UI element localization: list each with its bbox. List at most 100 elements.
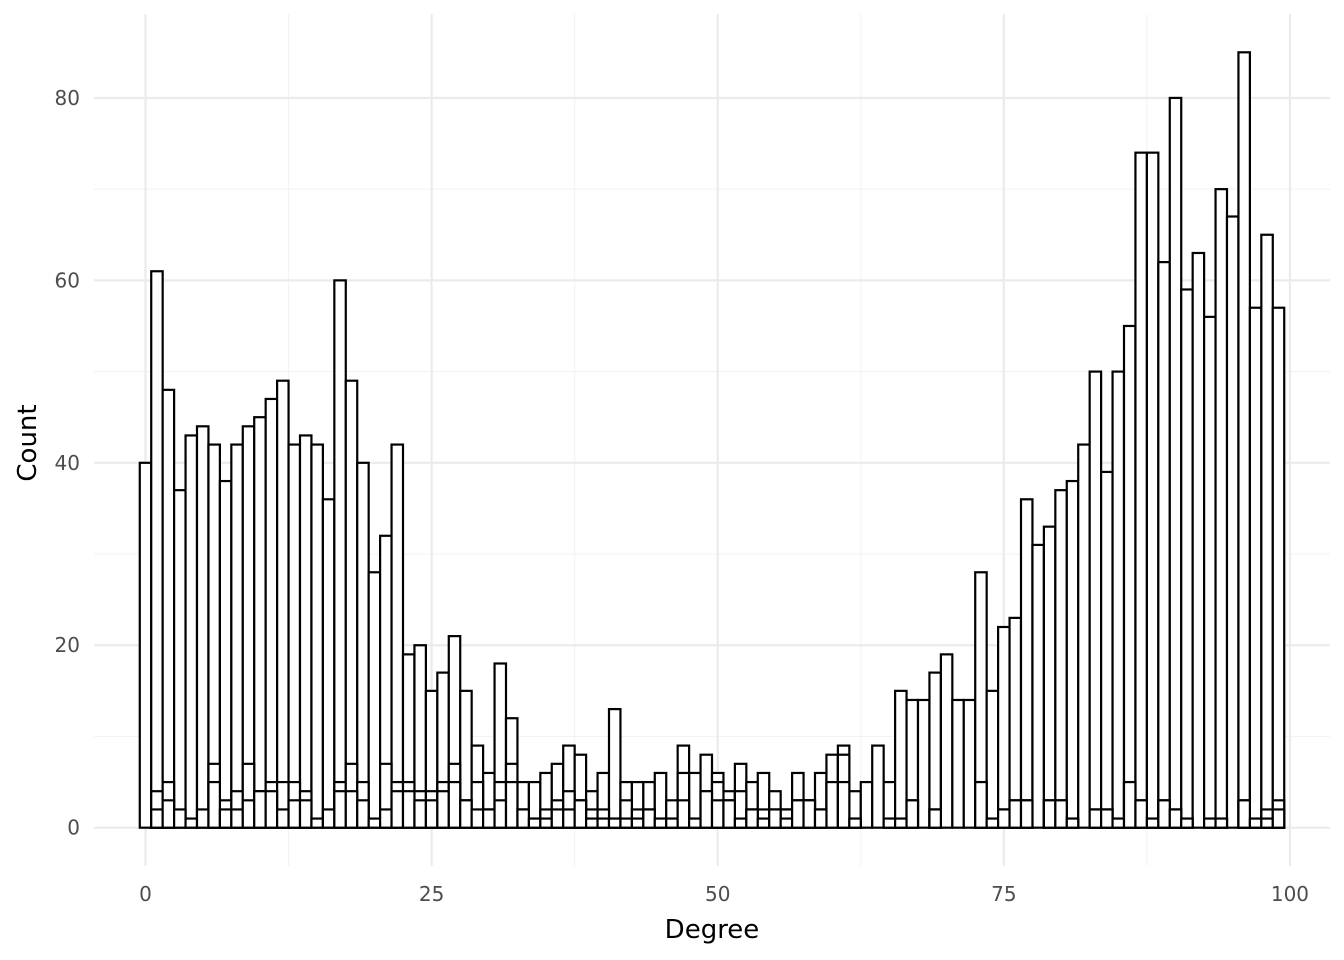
histogram-bar	[367, 817, 382, 829]
histogram-bar	[401, 790, 416, 829]
histogram-bar	[241, 799, 256, 829]
histogram-bar	[333, 790, 347, 829]
histogram-bar	[1168, 808, 1183, 829]
histogram-bar	[1054, 799, 1068, 829]
histogram-bar	[173, 489, 187, 829]
histogram-bar	[1180, 817, 1194, 829]
histogram-bar	[779, 817, 794, 829]
histogram-bar	[802, 799, 817, 829]
histogram-bar	[619, 817, 633, 829]
histogram-bar	[504, 780, 519, 829]
histogram-bar	[1214, 188, 1229, 829]
histogram-bar	[1088, 370, 1103, 829]
histogram-bar	[573, 799, 588, 829]
histogram-bar	[916, 698, 931, 829]
histogram-bar	[882, 817, 897, 829]
histogram-bar	[1042, 799, 1057, 829]
histogram-bar	[607, 817, 622, 829]
histogram-bar	[138, 461, 153, 829]
histogram-bar	[1248, 817, 1263, 829]
histogram-bar	[1237, 51, 1251, 829]
histogram-bar	[218, 479, 233, 829]
y-axis-tick-labels: 0 20 40 60 80	[55, 86, 80, 840]
histogram-bar	[310, 817, 324, 829]
histogram-bar	[195, 808, 210, 829]
histogram-bar	[161, 799, 176, 829]
histogram-bar	[356, 461, 370, 829]
histogram-bar	[985, 689, 1000, 829]
histogram-bar	[745, 808, 759, 829]
histogram-bar	[298, 799, 313, 829]
histogram-bar	[997, 808, 1011, 829]
histogram-bar	[264, 397, 279, 829]
histogram-bar	[710, 799, 725, 829]
histogram-bar	[1260, 233, 1274, 829]
histogram-bar	[1145, 151, 1160, 829]
histogram-bar	[253, 416, 267, 829]
histogram-bar	[1203, 817, 1217, 829]
histogram-bar	[1214, 817, 1229, 829]
y-axis-title: Count	[13, 404, 43, 481]
histogram-bar	[905, 799, 920, 829]
histogram-bar	[287, 799, 302, 829]
histogram-bar	[1042, 525, 1057, 829]
histogram-bar	[150, 270, 164, 829]
histogram-bar	[962, 698, 977, 829]
histogram-bar	[585, 817, 599, 829]
histogram-bar	[1237, 799, 1251, 829]
histogram-bar	[1019, 799, 1034, 829]
histogram-bar	[859, 780, 874, 829]
histogram-bar	[253, 790, 267, 829]
histogram-bar	[1271, 306, 1286, 829]
histogram-bar	[356, 799, 370, 829]
histogram-bar	[1157, 799, 1171, 829]
histogram-bar	[550, 808, 565, 829]
histogram-bar	[699, 790, 714, 829]
histogram-bar	[539, 817, 553, 829]
y-tick-label: 0	[67, 816, 80, 840]
histogram-bar	[607, 708, 622, 829]
histogram-bar	[1134, 799, 1148, 829]
x-axis-title: Degree	[665, 915, 760, 945]
histogram-bar	[836, 780, 851, 829]
histogram-bar	[1031, 543, 1045, 829]
histogram-bar	[1019, 498, 1034, 829]
histogram-bar	[379, 808, 393, 829]
histogram-bar	[871, 744, 885, 829]
histogram-bar	[276, 379, 290, 829]
histogram-bar	[791, 799, 805, 829]
y-tick-label: 40	[55, 451, 80, 475]
histogram-bar	[276, 808, 290, 829]
histogram-bar	[974, 780, 988, 829]
histogram-bar	[894, 689, 908, 829]
histogram-bar	[1065, 479, 1080, 829]
histogram-bar	[184, 434, 199, 829]
histogram-bar	[424, 799, 439, 829]
x-tick-label: 100	[1271, 882, 1309, 906]
histogram-bar	[562, 808, 576, 829]
histogram-bar	[184, 817, 199, 829]
histogram-bar	[493, 799, 508, 829]
y-tick-label: 80	[55, 86, 80, 110]
histogram-bar	[1077, 443, 1091, 829]
histogram-bar	[1008, 616, 1023, 829]
histogram-bar	[939, 653, 954, 829]
histogram-bar	[390, 790, 405, 829]
histogram-bar	[1225, 215, 1240, 829]
histogram-bar	[482, 808, 496, 829]
histogram-bar	[1168, 96, 1183, 829]
histogram-bar	[928, 808, 942, 829]
histogram-bar	[150, 808, 164, 829]
histogram-bar	[1271, 808, 1286, 829]
histogram-bar	[1122, 324, 1137, 829]
histogram-bar	[688, 817, 702, 829]
x-tick-label: 0	[139, 882, 152, 906]
histogram-bar	[676, 799, 691, 829]
histogram-bar	[894, 817, 908, 829]
histogram-bar	[527, 817, 542, 829]
histogram-bar	[333, 279, 347, 829]
histogram-bar	[630, 817, 645, 829]
histogram-bar	[985, 817, 1000, 829]
histogram-bar	[1111, 370, 1126, 829]
